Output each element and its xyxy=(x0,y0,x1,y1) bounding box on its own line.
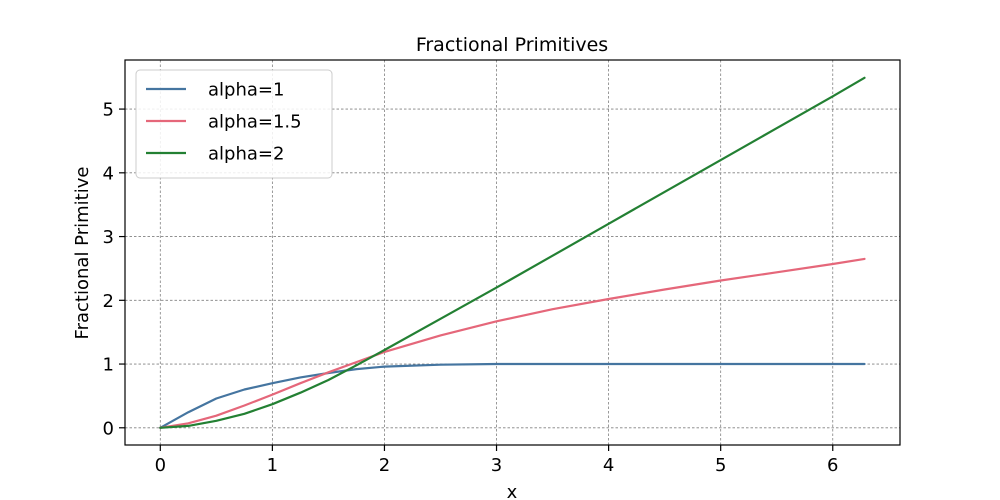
x-tick-label: 2 xyxy=(379,455,390,476)
x-tick-label: 1 xyxy=(267,455,278,476)
legend-box xyxy=(135,69,333,179)
series-line-alpha-1 xyxy=(159,362,866,429)
plot-frame xyxy=(124,59,901,446)
x-axis-label: x xyxy=(507,482,518,500)
legend-entry-label: alpha=1.5 xyxy=(208,112,302,133)
legend-entry-label: alpha=2 xyxy=(208,144,284,165)
y-tick-label: 2 xyxy=(103,291,114,312)
y-tick-label: 0 xyxy=(103,418,114,439)
y-tick-label: 4 xyxy=(103,163,114,184)
legend: alpha=1 alpha=1.5 alpha=2 xyxy=(135,69,333,179)
x-tick-label: 3 xyxy=(491,455,502,476)
chart-title: Fractional Primitives xyxy=(416,34,608,56)
y-axis-ticks: 0 1 2 3 4 5 xyxy=(103,100,125,439)
x-tick-label: 4 xyxy=(603,455,614,476)
y-tick-label: 1 xyxy=(103,355,114,376)
x-tick-label: 5 xyxy=(715,455,726,476)
series-group xyxy=(159,76,866,429)
x-tick-label: 6 xyxy=(827,455,838,476)
x-tick-label: 0 xyxy=(155,455,166,476)
y-tick-label: 5 xyxy=(103,100,114,121)
series-line-alpha-2 xyxy=(159,76,866,429)
series-line-alpha-1-5 xyxy=(159,257,866,429)
y-tick-label: 3 xyxy=(103,227,114,248)
x-axis-ticks: 0 1 2 3 4 5 6 xyxy=(155,445,838,476)
legend-entry-label: alpha=1 xyxy=(208,80,284,101)
y-axis-label: Fractional Primitive xyxy=(72,167,93,340)
